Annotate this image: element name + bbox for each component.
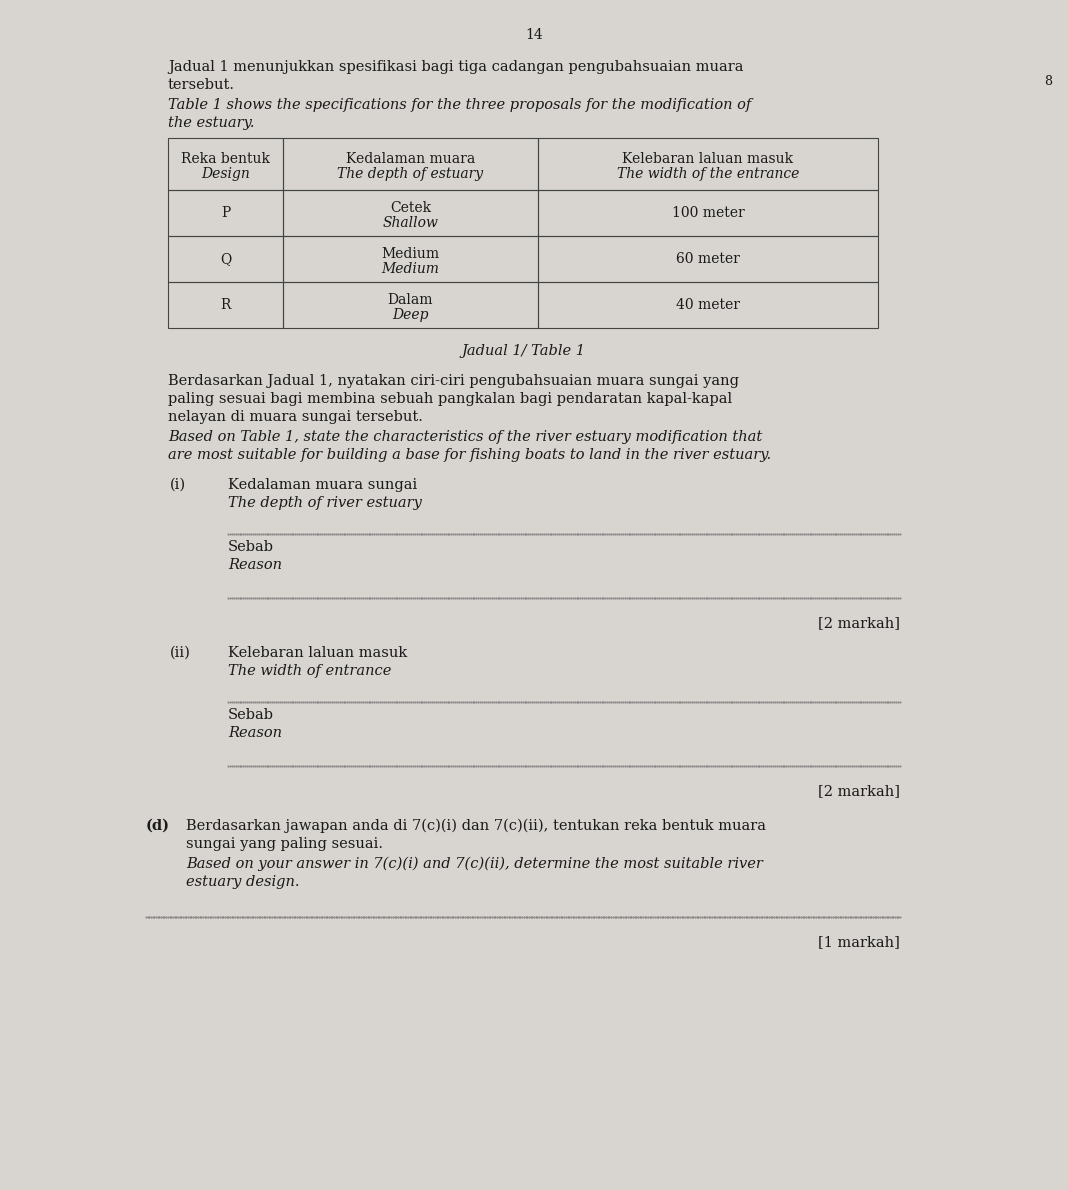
- Text: [2 markah]: [2 markah]: [818, 784, 900, 798]
- Bar: [168, 138, 283, 190]
- Text: 14: 14: [525, 29, 543, 42]
- Text: tersebut.: tersebut.: [168, 79, 235, 92]
- Text: Medium: Medium: [381, 262, 439, 276]
- Text: The depth of river estuary: The depth of river estuary: [227, 496, 422, 511]
- Text: Kelebaran laluan masuk: Kelebaran laluan masuk: [227, 646, 407, 660]
- Bar: [538, 190, 878, 236]
- Text: Table 1 shows the specifications for the three proposals for the modification of: Table 1 shows the specifications for the…: [168, 98, 751, 112]
- Text: Kelebaran laluan masuk: Kelebaran laluan masuk: [623, 152, 794, 165]
- Text: (ii): (ii): [170, 646, 191, 660]
- Text: Reka bentuk: Reka bentuk: [180, 152, 270, 165]
- Text: Dalam: Dalam: [388, 293, 434, 307]
- Text: Reason: Reason: [227, 558, 282, 572]
- Text: [2 markah]: [2 markah]: [818, 616, 900, 630]
- Text: The width of the entrance: The width of the entrance: [617, 167, 799, 181]
- Text: 8: 8: [1045, 75, 1052, 88]
- Text: Berdasarkan Jadual 1, nyatakan ciri-ciri pengubahsuaian muara sungai yang: Berdasarkan Jadual 1, nyatakan ciri-ciri…: [168, 374, 739, 388]
- Text: The width of entrance: The width of entrance: [227, 664, 391, 678]
- Text: Based on your answer in 7(c)(i) and 7(c)(ii), determine the most suitable river: Based on your answer in 7(c)(i) and 7(c)…: [186, 857, 763, 871]
- Text: Shallow: Shallow: [382, 217, 439, 230]
- Bar: [283, 138, 538, 190]
- Text: Sebab: Sebab: [227, 708, 274, 722]
- Bar: [538, 282, 878, 328]
- Text: paling sesuai bagi membina sebuah pangkalan bagi pendaratan kapal-kapal: paling sesuai bagi membina sebuah pangka…: [168, 392, 733, 406]
- Bar: [283, 282, 538, 328]
- Text: Berdasarkan jawapan anda di 7(c)(i) dan 7(c)(ii), tentukan reka bentuk muara: Berdasarkan jawapan anda di 7(c)(i) dan …: [186, 819, 766, 833]
- Text: 40 meter: 40 meter: [676, 298, 740, 312]
- Text: Deep: Deep: [392, 308, 428, 322]
- Text: R: R: [220, 298, 231, 312]
- Text: (d): (d): [146, 819, 170, 833]
- Bar: [538, 236, 878, 282]
- Text: Cetek: Cetek: [390, 201, 431, 215]
- Text: 100 meter: 100 meter: [672, 206, 744, 220]
- Text: The depth of estuary: The depth of estuary: [337, 167, 484, 181]
- Text: Kedalaman muara sungai: Kedalaman muara sungai: [227, 478, 418, 491]
- Bar: [538, 138, 878, 190]
- Text: Q: Q: [220, 252, 231, 267]
- Text: Design: Design: [201, 167, 250, 181]
- Bar: [168, 190, 283, 236]
- Text: Reason: Reason: [227, 726, 282, 740]
- Bar: [168, 236, 283, 282]
- Bar: [283, 236, 538, 282]
- Text: sungai yang paling sesuai.: sungai yang paling sesuai.: [186, 837, 383, 851]
- Text: nelayan di muara sungai tersebut.: nelayan di muara sungai tersebut.: [168, 411, 423, 424]
- Text: 60 meter: 60 meter: [676, 252, 740, 267]
- Text: are most suitable for building a base for fishing boats to land in the river est: are most suitable for building a base fo…: [168, 447, 771, 462]
- Text: estuary design.: estuary design.: [186, 875, 299, 889]
- Text: [1 markah]: [1 markah]: [818, 935, 900, 948]
- Text: Kedalaman muara: Kedalaman muara: [346, 152, 475, 165]
- Text: (i): (i): [170, 478, 186, 491]
- Text: Based on Table 1, state the characteristics of the river estuary modification th: Based on Table 1, state the characterist…: [168, 430, 763, 444]
- Text: Jadual 1/ Table 1: Jadual 1/ Table 1: [461, 344, 585, 358]
- Text: Jadual 1 menunjukkan spesifikasi bagi tiga cadangan pengubahsuaian muara: Jadual 1 menunjukkan spesifikasi bagi ti…: [168, 60, 743, 74]
- Text: the estuary.: the estuary.: [168, 115, 254, 130]
- Bar: [283, 190, 538, 236]
- Text: Sebab: Sebab: [227, 540, 274, 555]
- Text: P: P: [221, 206, 230, 220]
- Text: Medium: Medium: [381, 248, 440, 261]
- Bar: [168, 282, 283, 328]
